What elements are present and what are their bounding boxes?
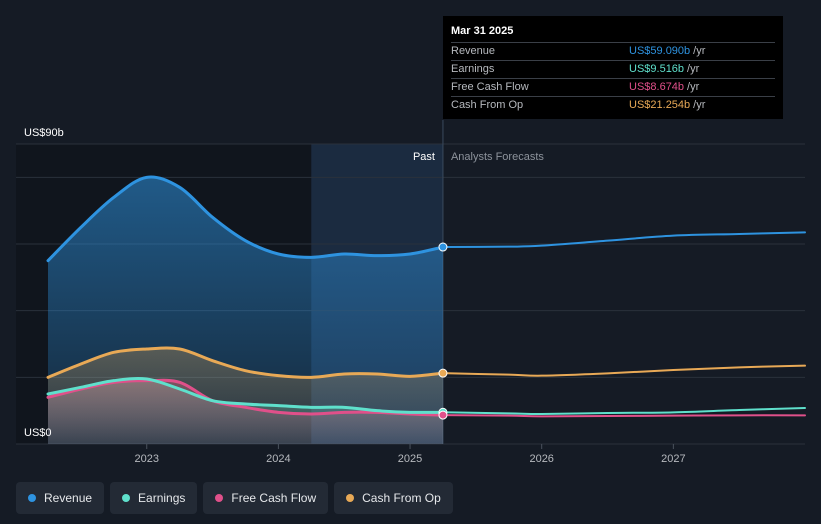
tooltip-label: Revenue [451, 45, 496, 57]
legend-label: Cash From Op [362, 491, 441, 505]
y-axis-bottom-label: US$0 [24, 427, 52, 439]
legend-label: Revenue [44, 491, 93, 505]
marker-revenue [438, 242, 448, 252]
tooltip-label: Earnings [451, 63, 495, 75]
tooltip-label: Free Cash Flow [451, 81, 529, 93]
line-past-cash-from-op [46, 346, 445, 379]
x-tick-label: 2023 [134, 453, 158, 465]
area-cash-from-op [48, 347, 443, 444]
legend-dot-icon [215, 494, 224, 502]
line-past-free-cash-flow [46, 378, 445, 417]
tooltip-value: US$59.090b [629, 45, 691, 57]
tooltip-value: US$8.674b [629, 81, 685, 93]
tooltip-value: US$9.516b [629, 63, 685, 75]
tooltip-value: US$21.254b [629, 99, 691, 111]
tooltip-label: Cash From Op [451, 99, 524, 111]
line-forecast-free-cash-flow [441, 414, 806, 418]
tooltip-date: Mar 31 2025 [451, 25, 514, 37]
marker-free-cash-flow [438, 410, 448, 420]
tooltip-row-free-cash-flow: Free Cash Flow US$8.674b /yr [451, 78, 775, 96]
legend-label: Earnings [138, 491, 186, 505]
x-tick-label: 2026 [529, 453, 553, 465]
y-axis-top-label: US$90b [24, 127, 64, 139]
tooltip-unit: /yr [687, 63, 700, 75]
x-tick-label: 2025 [398, 453, 422, 465]
legend-dot-icon [122, 494, 131, 502]
tooltip: Mar 31 2025 Revenue US$59.090b /yr Earni… [443, 16, 783, 119]
legend-label: Free Cash Flow [231, 491, 317, 505]
forecast-label: Analysts Forecasts [451, 151, 544, 163]
legend-item-revenue[interactable]: Revenue [16, 482, 105, 514]
legend-item-cash-from-op[interactable]: Cash From Op [334, 482, 453, 514]
legend: Revenue Earnings Free Cash Flow Cash Fro… [16, 482, 453, 514]
line-forecast-earnings [441, 407, 806, 416]
legend-dot-icon [346, 494, 355, 502]
x-tick-label: 2024 [266, 453, 290, 465]
tooltip-row-revenue: Revenue US$59.090b /yr [451, 42, 775, 60]
tooltip-unit: /yr [693, 45, 706, 57]
legend-item-earnings[interactable]: Earnings [110, 482, 198, 514]
line-past-earnings [46, 376, 445, 414]
past-label: Past [413, 151, 435, 163]
tooltip-row-earnings: Earnings US$9.516b /yr [451, 60, 775, 78]
tooltip-unit: /yr [693, 99, 706, 111]
tooltip-row-cash-from-op: Cash From Op US$21.254b /yr [451, 96, 775, 114]
line-past-revenue [46, 175, 445, 263]
line-forecast-revenue [441, 231, 806, 249]
tooltip-unit: /yr [687, 81, 700, 93]
marker-cash-from-op [438, 368, 448, 378]
x-tick-label: 2027 [661, 453, 685, 465]
legend-item-free-cash-flow[interactable]: Free Cash Flow [203, 482, 329, 514]
legend-dot-icon [28, 494, 36, 502]
line-forecast-cash-from-op [441, 364, 806, 377]
